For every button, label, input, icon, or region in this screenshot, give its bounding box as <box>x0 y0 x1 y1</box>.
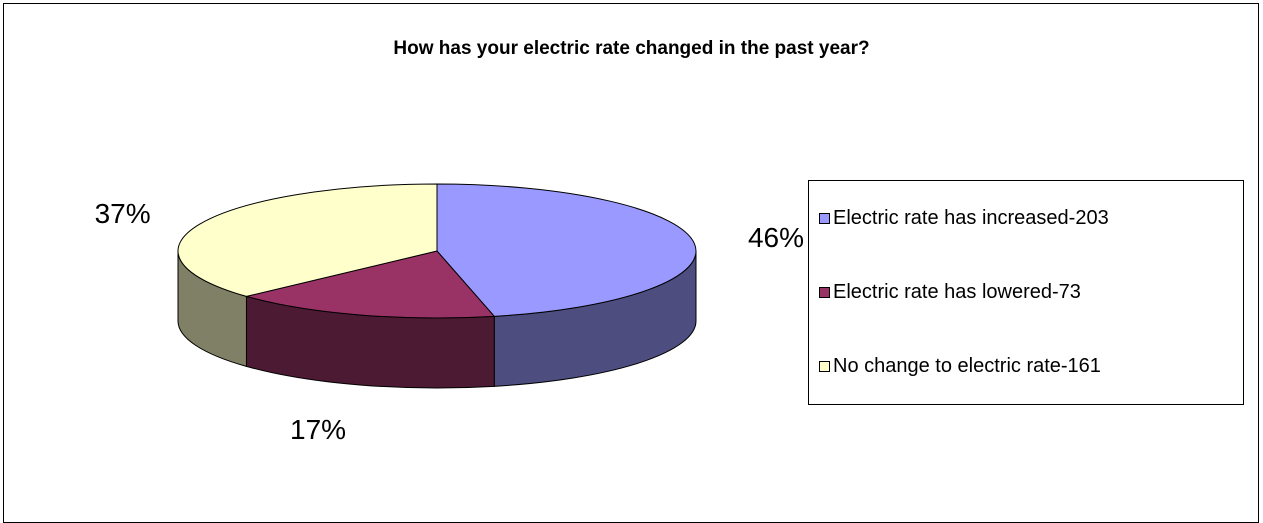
legend: Electric rate has increased-203 Electric… <box>808 180 1244 405</box>
legend-label-increased: Electric rate has increased-203 <box>833 207 1109 229</box>
legend-swatch-lowered <box>819 287 830 298</box>
pie-label-no-change: 37% <box>95 198 151 229</box>
pie-slice-no-change <box>177 183 438 297</box>
pie-slice-lowered <box>244 250 496 319</box>
pie-label-increased: 46% <box>748 222 804 253</box>
pie-slice-increased <box>436 183 697 317</box>
legend-label-no-change: No change to electric rate-161 <box>833 355 1101 377</box>
legend-item-no-change: No change to electric rate-161 <box>819 355 1101 378</box>
chart-title: How has your electric rate changed in th… <box>393 38 870 59</box>
legend-label-lowered: Electric rate has lowered-73 <box>833 281 1081 303</box>
legend-item-increased: Electric rate has increased-203 <box>819 207 1109 230</box>
legend-swatch-increased <box>819 213 830 224</box>
pie-chart: 46% 17% 37% <box>95 183 804 445</box>
pie-label-lowered: 17% <box>290 414 346 445</box>
legend-swatch-no-change <box>819 361 830 372</box>
legend-item-lowered: Electric rate has lowered-73 <box>819 281 1081 304</box>
